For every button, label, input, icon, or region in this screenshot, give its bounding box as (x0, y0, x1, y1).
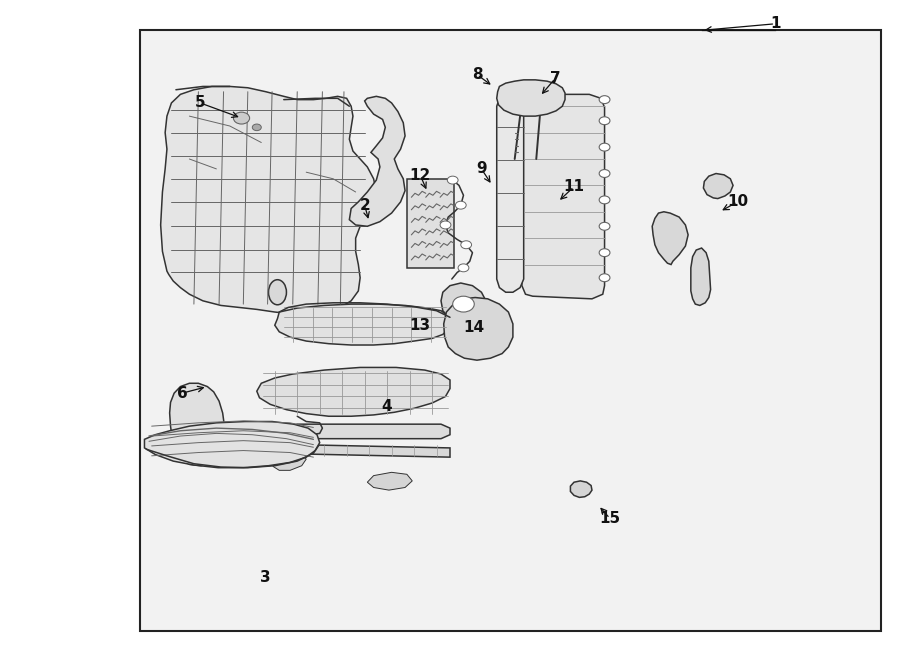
Circle shape (599, 96, 610, 104)
Text: 14: 14 (464, 320, 485, 334)
Polygon shape (691, 248, 711, 305)
Text: 6: 6 (176, 385, 187, 401)
Text: 1: 1 (770, 17, 780, 31)
Polygon shape (444, 297, 513, 360)
FancyBboxPatch shape (140, 30, 881, 631)
Text: 7: 7 (550, 71, 561, 86)
Polygon shape (284, 424, 450, 439)
Polygon shape (441, 283, 486, 325)
Circle shape (599, 170, 610, 177)
Circle shape (599, 274, 610, 282)
Polygon shape (497, 95, 524, 292)
Circle shape (252, 124, 261, 131)
Circle shape (233, 112, 249, 124)
Text: 15: 15 (599, 511, 620, 526)
Polygon shape (160, 87, 376, 314)
Polygon shape (652, 212, 688, 264)
Text: 12: 12 (410, 168, 431, 183)
Text: 3: 3 (260, 570, 271, 586)
Circle shape (447, 176, 458, 184)
Circle shape (599, 143, 610, 151)
Circle shape (455, 201, 466, 209)
Polygon shape (349, 97, 405, 226)
Circle shape (440, 221, 451, 229)
Circle shape (461, 241, 472, 249)
Circle shape (599, 222, 610, 230)
Polygon shape (273, 455, 306, 471)
Circle shape (599, 117, 610, 125)
Text: 4: 4 (382, 399, 392, 414)
Polygon shape (497, 80, 565, 116)
Circle shape (458, 264, 469, 272)
Text: 9: 9 (476, 161, 487, 176)
Polygon shape (274, 304, 450, 345)
Polygon shape (266, 444, 450, 457)
Text: 8: 8 (472, 67, 482, 82)
Text: 13: 13 (410, 318, 431, 332)
Polygon shape (571, 481, 592, 497)
Text: 5: 5 (195, 95, 205, 110)
Polygon shape (169, 383, 224, 466)
Circle shape (599, 249, 610, 256)
Polygon shape (522, 95, 605, 299)
Text: 10: 10 (727, 194, 748, 210)
Text: 11: 11 (563, 179, 584, 194)
Polygon shape (145, 422, 320, 468)
Circle shape (453, 296, 474, 312)
Polygon shape (407, 178, 454, 268)
Ellipse shape (268, 280, 286, 305)
Circle shape (599, 196, 610, 204)
Polygon shape (256, 368, 450, 416)
Polygon shape (704, 174, 734, 198)
Polygon shape (367, 473, 412, 490)
Text: 2: 2 (359, 198, 370, 213)
